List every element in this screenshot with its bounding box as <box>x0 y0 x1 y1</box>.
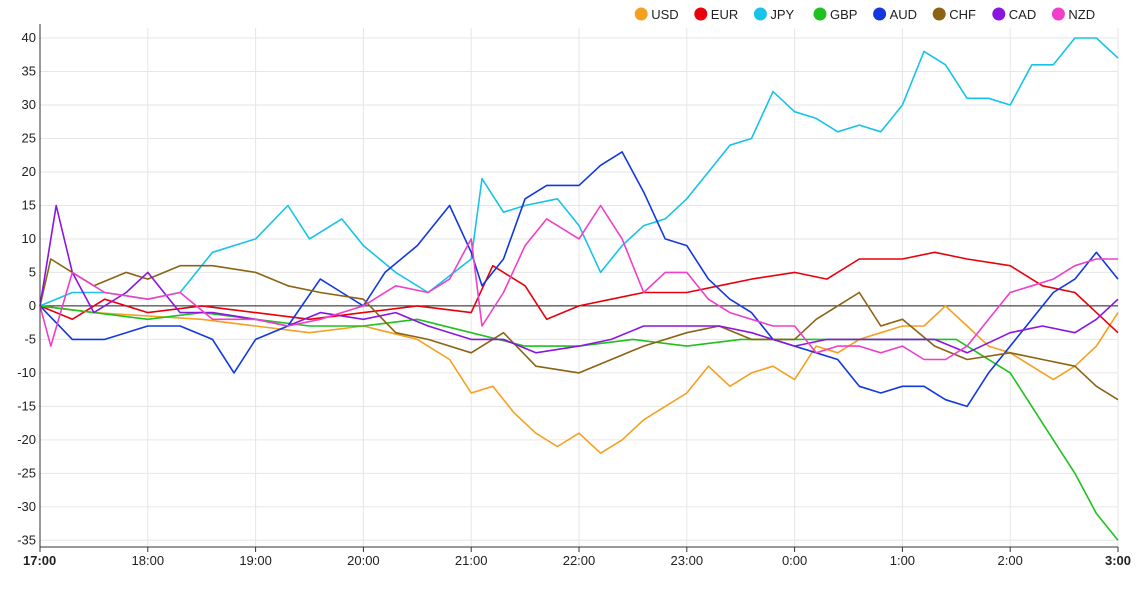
y-tick-label: -10 <box>17 365 36 380</box>
series-line-eur <box>39 251 1119 334</box>
legend-item-gbp[interactable]: GBP <box>813 7 858 22</box>
series-line-aud <box>39 151 1119 408</box>
y-tick-label: 5 <box>29 264 36 279</box>
legend-swatch <box>873 7 887 21</box>
y-tick-label: 40 <box>22 30 36 45</box>
x-tick-label: 22:00 <box>563 553 596 568</box>
y-tick-label: -20 <box>17 432 36 447</box>
x-tick-label: 18:00 <box>132 553 165 568</box>
y-tick-label: -35 <box>17 532 36 547</box>
y-tick-label: 10 <box>22 231 36 246</box>
legend-item-aud[interactable]: AUD <box>873 7 917 22</box>
series-line-jpy <box>39 37 1119 307</box>
y-tick-label: 20 <box>22 164 36 179</box>
legend-label: EUR <box>711 7 738 22</box>
legend-label: NZD <box>1068 7 1095 22</box>
y-tick-label: 35 <box>22 64 36 79</box>
legend-label: AUD <box>890 7 917 22</box>
y-tick-label: -30 <box>17 499 36 514</box>
legend-swatch <box>694 7 708 21</box>
y-tick-label: 25 <box>22 130 36 145</box>
x-tick-label: 21:00 <box>455 553 488 568</box>
legend-swatch <box>634 7 648 21</box>
legend-label: CAD <box>1009 7 1036 22</box>
legend-item-usd[interactable]: USD <box>634 7 679 22</box>
x-tick-label: 2:00 <box>998 553 1023 568</box>
legend: USD EUR JPY GBP AUD CHF CAD NZD <box>634 7 1095 22</box>
legend-item-jpy[interactable]: JPY <box>753 7 795 22</box>
legend-label: JPY <box>770 7 794 22</box>
legend-label: USD <box>651 7 678 22</box>
y-tick-label: 15 <box>22 197 36 212</box>
series-line-cad <box>39 204 1119 354</box>
legend-label: GBP <box>830 7 857 22</box>
y-tick-label: -25 <box>17 465 36 480</box>
legend-label: CHF <box>949 7 976 22</box>
legend-swatch <box>753 7 767 21</box>
series-line-usd <box>39 305 1119 455</box>
series-line-nzd <box>39 204 1118 361</box>
legend-swatch <box>1051 7 1065 21</box>
axes: 40 35 30 25 20 15 10 5 0 -5 -10 -15 -20 -25 -30 -35 17:0… <box>17 24 1131 568</box>
x-tick-label: 23:00 <box>671 553 704 568</box>
x-tick-label: 1:00 <box>890 553 915 568</box>
legend-item-eur[interactable]: EUR <box>694 7 738 22</box>
x-tick-label: 3:00 <box>1105 553 1131 568</box>
legend-swatch <box>992 7 1006 21</box>
grid <box>39 28 1119 547</box>
x-tick-label: 17:00 <box>23 553 56 568</box>
y-tick-label: -5 <box>24 331 36 346</box>
series-line-chf <box>39 258 1119 401</box>
x-tick-label: 0:00 <box>782 553 807 568</box>
x-tick-label: 20:00 <box>347 553 380 568</box>
legend-swatch <box>932 7 946 21</box>
y-tick-label: 30 <box>22 97 36 112</box>
legend-swatch <box>813 7 827 21</box>
y-tick-label: 0 <box>29 298 36 313</box>
legend-item-cad[interactable]: CAD <box>992 7 1036 22</box>
x-tick-label: 19:00 <box>239 553 272 568</box>
legend-item-chf[interactable]: CHF <box>932 7 976 22</box>
series-lines <box>39 37 1119 541</box>
legend-item-nzd[interactable]: NZD <box>1051 7 1095 22</box>
y-tick-label: -15 <box>17 398 36 413</box>
